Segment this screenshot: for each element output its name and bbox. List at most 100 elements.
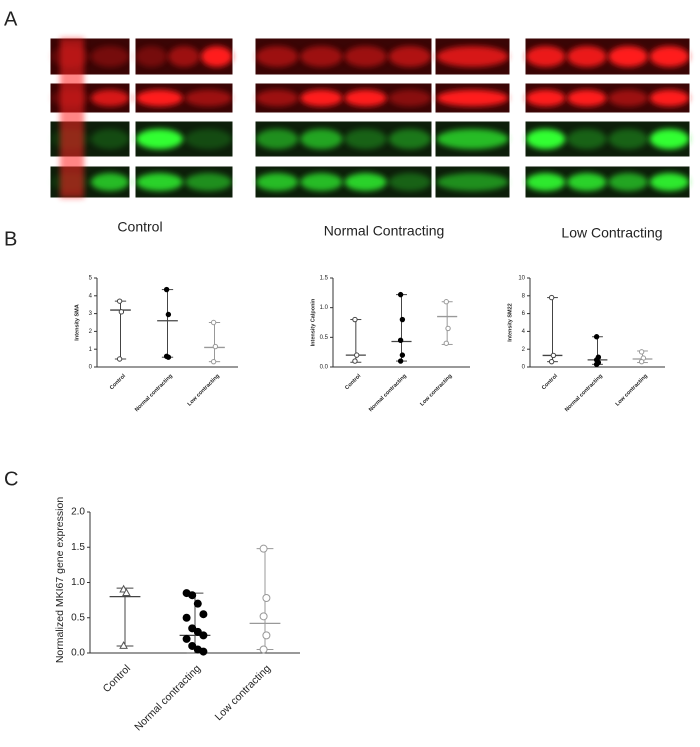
blot-border xyxy=(524,120,691,158)
data-point xyxy=(352,358,358,364)
data-point xyxy=(188,641,197,650)
blot-band xyxy=(649,46,690,67)
blot-band xyxy=(255,89,299,107)
panel-label: B xyxy=(4,228,17,250)
data-point xyxy=(188,624,197,633)
blot-band xyxy=(608,46,648,67)
blot-border xyxy=(49,82,131,114)
blot-label: Low Contracting xyxy=(561,225,662,241)
y-tick-label: 2 xyxy=(89,329,93,335)
data-point xyxy=(199,631,208,640)
blot-band xyxy=(135,173,184,191)
blot-band xyxy=(608,173,648,191)
y-tick-label: 8 xyxy=(522,293,526,299)
blot-band xyxy=(135,89,184,107)
blot-band xyxy=(388,46,432,67)
data-point xyxy=(262,631,271,640)
y-tick-label: 6 xyxy=(522,311,526,317)
y-tick-label: 0.5 xyxy=(320,335,329,341)
data-point xyxy=(212,343,219,350)
y-tick-label: 0.0 xyxy=(320,365,329,371)
blot-band xyxy=(184,128,233,150)
y-tick-label: 0.0 xyxy=(71,648,85,659)
y-tick-label: 1.5 xyxy=(71,542,85,553)
blot-border xyxy=(254,165,433,199)
y-tick-label: 2.0 xyxy=(71,507,85,518)
blot-border xyxy=(49,37,131,76)
blot-border xyxy=(434,82,511,114)
blot-label: Control xyxy=(117,219,162,235)
y-tick-label: 3 xyxy=(89,311,93,317)
x-tick-label: Control xyxy=(541,373,559,391)
blot-band xyxy=(255,128,299,150)
blot-band xyxy=(135,46,168,67)
blot-band xyxy=(90,46,130,67)
blot-band xyxy=(135,128,184,150)
blot-band xyxy=(168,46,200,67)
data-point xyxy=(199,647,208,656)
data-point xyxy=(548,358,555,365)
y-tick-label: 0 xyxy=(522,365,526,371)
data-point xyxy=(193,599,202,608)
x-tick-label: Low contracting xyxy=(615,373,649,407)
data-point xyxy=(399,316,406,323)
data-point xyxy=(593,334,600,340)
blot-band xyxy=(300,46,343,67)
x-tick-label: Low contracting xyxy=(213,662,274,723)
blot-band xyxy=(608,128,648,150)
blot-band xyxy=(300,173,343,191)
x-tick-label: Low contracting xyxy=(419,373,453,407)
blot-band xyxy=(436,89,509,107)
blot-band xyxy=(184,173,233,191)
data-point xyxy=(210,319,217,326)
data-point xyxy=(122,588,131,597)
data-point xyxy=(397,291,404,298)
western-blots xyxy=(49,37,691,199)
blot-band xyxy=(300,89,343,107)
blot-band xyxy=(567,46,607,67)
blot-band xyxy=(436,46,509,67)
blot-band xyxy=(608,89,648,107)
blot-border xyxy=(134,120,234,158)
data-point xyxy=(163,286,170,293)
blot-border xyxy=(134,82,234,114)
data-point xyxy=(182,613,191,622)
data-point xyxy=(259,645,268,654)
blot-border xyxy=(134,165,234,199)
panel-label: A xyxy=(4,8,18,30)
y-tick-label: 10 xyxy=(518,276,525,282)
data-point xyxy=(548,294,555,301)
data-point xyxy=(193,627,202,636)
data-point xyxy=(445,325,451,332)
data-point xyxy=(397,337,404,343)
data-point xyxy=(443,299,449,305)
blot-band xyxy=(388,173,432,191)
y-axis-label: Intensity SM22 xyxy=(507,303,513,342)
blot-band xyxy=(567,173,607,191)
blot-band xyxy=(90,128,130,150)
blot-label: Normal Contracting xyxy=(324,223,445,239)
blot-band xyxy=(525,46,566,67)
y-tick-label: 4 xyxy=(522,329,526,335)
x-tick-label: Normal contracting xyxy=(564,373,604,413)
data-point xyxy=(399,352,406,358)
blot-border xyxy=(49,165,131,199)
x-tick-label: Normal contracting xyxy=(134,373,174,413)
data-point xyxy=(593,361,600,368)
blot-band xyxy=(525,89,566,107)
x-tick-label: Normal contracting xyxy=(132,662,203,733)
data-point xyxy=(550,352,557,359)
blot-band xyxy=(344,89,387,107)
y-tick-label: 1.5 xyxy=(320,276,329,282)
blot-band xyxy=(649,128,690,150)
blot-border xyxy=(254,82,433,114)
blot-border xyxy=(524,37,691,76)
y-tick-label: 1 xyxy=(89,347,93,353)
data-point xyxy=(165,354,172,360)
blot-band xyxy=(649,89,690,107)
blot-border xyxy=(524,165,691,199)
data-point xyxy=(182,634,191,643)
x-tick-label: Control xyxy=(101,663,133,695)
blot-border xyxy=(134,37,234,76)
